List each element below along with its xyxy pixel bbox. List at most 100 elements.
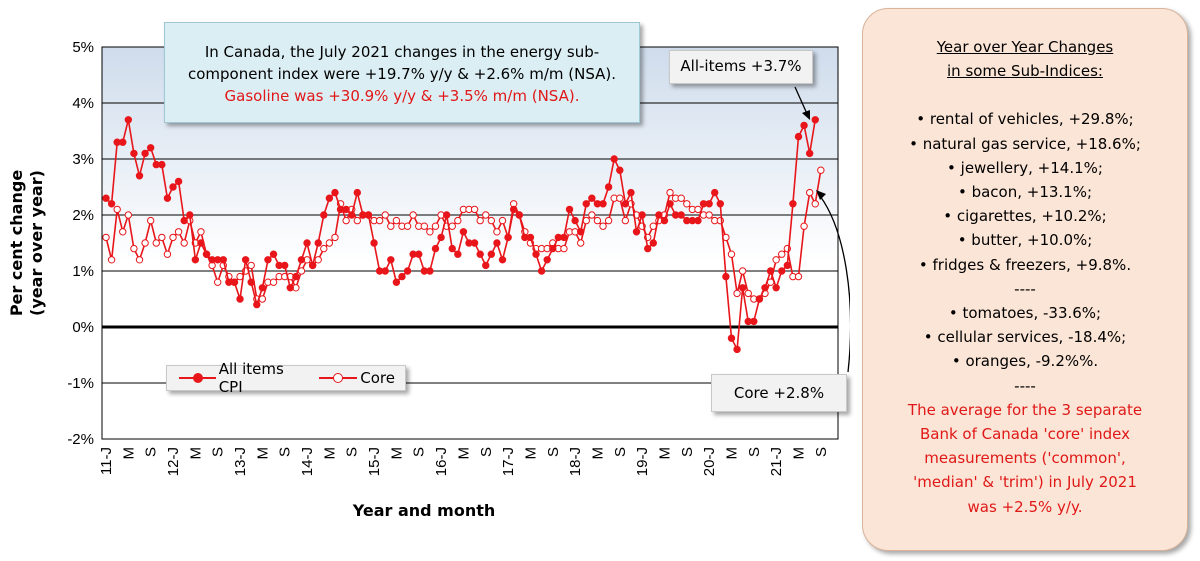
data-point — [738, 267, 747, 275]
separator: ---- — [1014, 279, 1036, 298]
data-point — [470, 239, 479, 247]
data-point — [442, 211, 451, 219]
data-point — [727, 334, 736, 342]
panel-header-line1: Year over Year Changes — [936, 38, 1114, 56]
data-point — [733, 345, 741, 354]
legend-swatch-filled — [179, 371, 216, 385]
data-point — [565, 205, 574, 214]
list-item: • cigarettes, +10.2%; — [943, 207, 1107, 226]
data-point — [141, 149, 149, 158]
data-point — [800, 121, 808, 130]
data-point — [169, 183, 177, 191]
data-point — [381, 267, 389, 275]
data-point — [292, 272, 300, 281]
data-point — [543, 256, 551, 264]
data-point — [141, 239, 149, 247]
data-point — [470, 205, 479, 214]
data-point — [420, 222, 429, 230]
data-point — [426, 267, 434, 275]
data-point — [353, 188, 362, 197]
list-item: • fridges & freezers, +9.8%. — [918, 255, 1132, 274]
list-item: • natural gas service, +18.6%; — [909, 134, 1141, 153]
data-point — [409, 211, 417, 219]
data-point — [314, 256, 322, 264]
data-point — [588, 194, 596, 202]
data-point — [588, 211, 596, 219]
data-point — [448, 222, 456, 230]
data-point — [403, 267, 412, 275]
x-tick-label: M — [589, 447, 606, 460]
data-point — [677, 211, 685, 219]
data-point — [258, 284, 267, 292]
x-tick-label: S — [411, 447, 428, 457]
data-point — [180, 239, 188, 247]
core-arrow — [819, 195, 850, 373]
data-point — [593, 216, 602, 225]
data-point — [811, 116, 819, 124]
data-point — [789, 200, 797, 208]
data-point — [666, 200, 674, 208]
data-point — [560, 233, 568, 242]
data-point — [599, 222, 607, 230]
data-point — [124, 116, 133, 124]
data-point — [370, 239, 378, 247]
core-note-line2: Bank of Canada 'core' index — [919, 425, 1131, 444]
data-point — [392, 216, 401, 225]
data-point — [158, 233, 166, 242]
data-point — [649, 239, 657, 247]
data-point — [264, 256, 272, 264]
data-point — [398, 272, 406, 281]
legend-item-core: Core — [319, 369, 395, 387]
x-tick-label: 16-J — [433, 447, 450, 476]
legend-label-core: Core — [360, 369, 395, 387]
y-axis-title-line2: (year over year) — [27, 170, 46, 316]
data-point — [655, 211, 663, 219]
data-point — [811, 200, 819, 208]
data-point — [582, 200, 590, 208]
data-point — [498, 256, 507, 264]
data-point — [711, 188, 719, 197]
core-note-line3: measurements ('common', — [924, 449, 1126, 468]
items-down-list: • tomatoes, -33.6%; • cellular services,… — [873, 301, 1177, 374]
data-point — [778, 250, 786, 258]
data-point — [493, 228, 501, 236]
data-point — [331, 188, 339, 197]
data-point — [146, 144, 155, 152]
x-tick-label: 12-J — [165, 447, 182, 476]
data-point — [348, 211, 356, 219]
x-tick-label: M — [790, 447, 807, 460]
all-items-arrow — [794, 86, 809, 117]
data-point — [805, 149, 814, 158]
data-point — [163, 250, 172, 258]
x-tick-label: M — [120, 447, 137, 460]
data-point — [158, 160, 166, 169]
core-note-line1: The average for the 3 separate — [907, 400, 1143, 419]
x-tick-label: M — [455, 447, 472, 460]
series-all-items-cpi — [102, 116, 819, 354]
data-point — [247, 278, 255, 286]
list-item: • tomatoes, -33.6%; — [948, 304, 1102, 323]
data-point — [794, 272, 803, 281]
data-point — [163, 194, 172, 202]
x-tick-label: S — [210, 447, 227, 457]
data-point — [375, 216, 384, 225]
data-point — [526, 233, 535, 242]
data-point — [342, 205, 350, 214]
data-point — [644, 244, 652, 253]
data-point — [364, 211, 373, 219]
y-tick-label: -1% — [67, 375, 94, 392]
data-point — [571, 216, 579, 225]
data-point — [604, 183, 613, 191]
x-tick-label: S — [478, 447, 495, 457]
data-point — [744, 289, 752, 298]
data-point — [297, 256, 306, 264]
data-point — [705, 211, 713, 219]
x-tick-label: 14-J — [299, 447, 316, 476]
data-point — [415, 250, 423, 258]
data-point — [197, 239, 205, 247]
data-point — [191, 256, 200, 264]
y-tick-label: 3% — [72, 151, 94, 168]
data-point — [146, 216, 155, 225]
x-tick-label: S — [277, 447, 294, 457]
data-point — [174, 177, 183, 186]
